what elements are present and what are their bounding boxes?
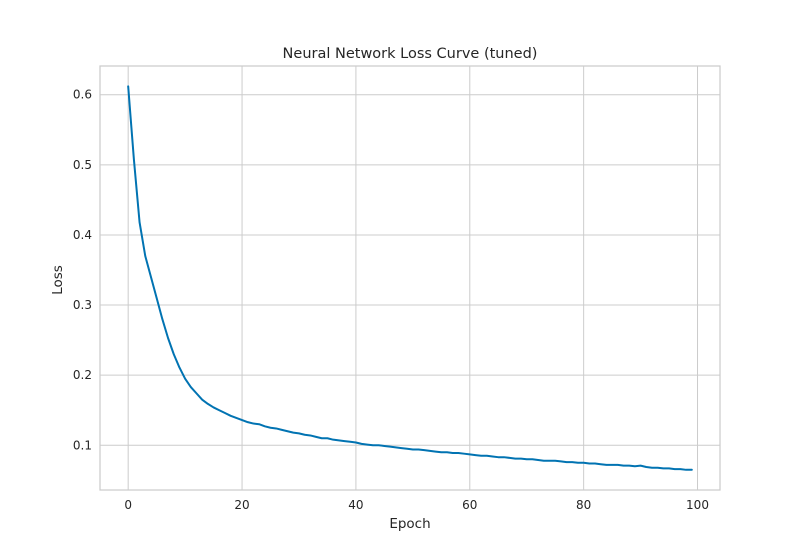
x-tick-label: 40 (348, 498, 363, 512)
x-axis-label: Epoch (389, 516, 430, 532)
y-tick-labels: 0.1 0.2 0.3 0.4 0.5 0.6 (73, 88, 92, 453)
y-tick-label: 0.1 (73, 438, 92, 452)
x-tick-label: 100 (686, 498, 709, 512)
chart-title: Neural Network Loss Curve (tuned) (283, 46, 538, 62)
y-tick-label: 0.6 (73, 88, 92, 102)
x-tick-label: 0 (124, 498, 132, 512)
x-tick-label: 20 (234, 498, 249, 512)
loss-series-line (127, 85, 693, 471)
x-tick-label: 80 (576, 498, 591, 512)
y-tick-label: 0.2 (73, 368, 92, 382)
y-tick-label: 0.5 (73, 158, 92, 172)
y-tick-label: 0.3 (73, 298, 92, 312)
grid (100, 66, 720, 490)
y-axis-label: Loss (50, 265, 66, 295)
series-layer (127, 85, 693, 471)
x-tick-labels: 0 20 40 60 80 100 (124, 498, 709, 512)
y-tick-label: 0.4 (73, 228, 92, 242)
x-tick-label: 60 (462, 498, 477, 512)
plot-frame (99, 65, 721, 491)
